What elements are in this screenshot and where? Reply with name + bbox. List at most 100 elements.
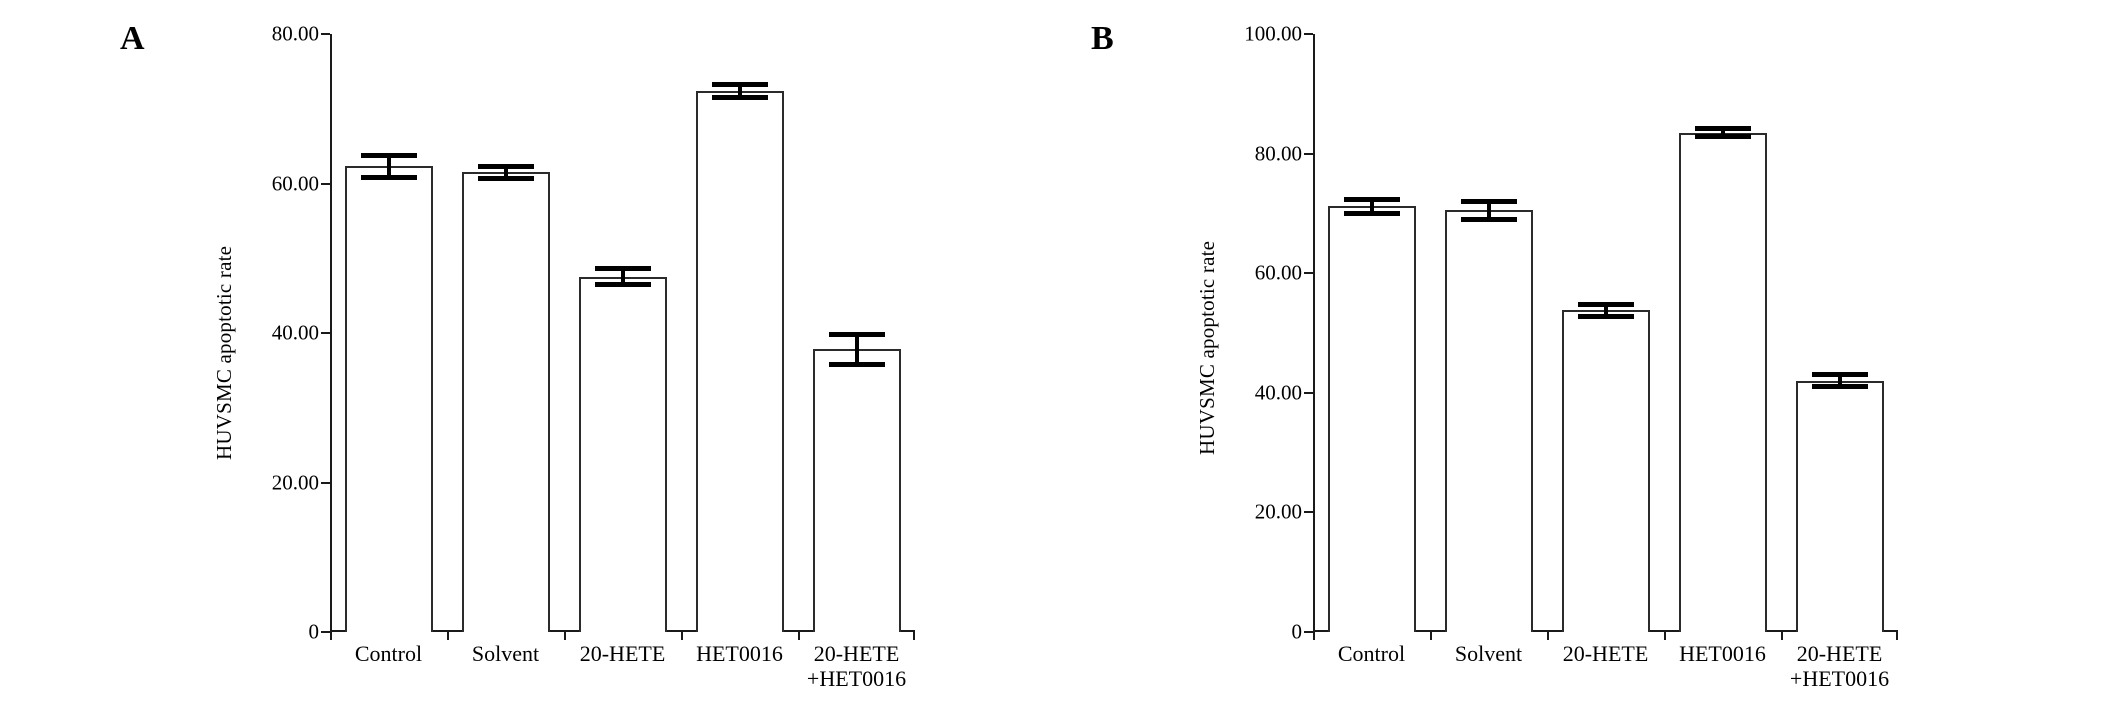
y-tick-label-a: 0 — [308, 619, 320, 644]
bar — [1678, 132, 1767, 632]
error-bar — [1811, 372, 1868, 390]
x-category-label: 20-HETE — [579, 641, 666, 666]
error-bar-cap-bottom — [711, 94, 768, 100]
error-bar-stem — [737, 81, 742, 100]
plot-area-b: 0 20.00 40.00 60.00 80.00 100.00 Control Solven… — [1244, 23, 1898, 691]
bar — [1327, 206, 1416, 632]
y-axis-title-a: HUVSMC apoptotic rate — [212, 245, 236, 460]
bar-slot — [564, 34, 681, 632]
bar-slot — [1547, 34, 1664, 632]
bar-slot — [681, 34, 798, 632]
error-bar-cap-top — [711, 81, 768, 87]
bar — [812, 349, 901, 632]
x-category-label: HET0016 — [1679, 641, 1766, 666]
bar-slot — [447, 34, 564, 632]
bar-slot — [1664, 34, 1781, 632]
error-bar-cap-bottom — [360, 174, 417, 180]
panel-b: B HUVSMC apoptotic rate 0 20.00 40.00 60.00… — [1063, 0, 2126, 701]
error-bar-cap-bottom — [828, 361, 885, 367]
panel-label-a: A — [120, 20, 145, 57]
y-tick-a — [321, 481, 330, 484]
error-bar — [1694, 126, 1751, 140]
x-category-label: HET0016 — [696, 641, 783, 666]
error-bar-cap-bottom — [1460, 216, 1517, 222]
y-tick-b — [1304, 631, 1313, 633]
error-bar-cap-top — [594, 266, 651, 272]
error-bar-cap-bottom — [594, 282, 651, 288]
x-tick-a — [798, 630, 800, 640]
panel-a: A HUVSMC apoptotic rate 0 20.00 40.00 60.00… — [120, 20, 915, 691]
y-tick-b — [1304, 272, 1313, 275]
error-bar-cap-top — [1460, 199, 1517, 205]
bar-slot — [798, 34, 915, 632]
y-tick-a — [321, 182, 330, 185]
y-tick-label-a: 80.00 — [271, 21, 319, 46]
error-bar-cap-top — [1577, 301, 1634, 307]
x-tick-a — [913, 630, 915, 640]
bar-group-a — [330, 34, 915, 632]
error-bar-cap-bottom — [1577, 313, 1634, 319]
bar — [695, 90, 784, 632]
bar-slot — [1430, 34, 1547, 632]
error-bar-stem — [503, 164, 508, 181]
x-tick-b — [1896, 630, 1898, 640]
error-bar — [1343, 196, 1400, 216]
error-bar-stem — [1837, 372, 1842, 390]
y-tick-label-a: 60.00 — [271, 171, 319, 195]
x-tick-b — [1430, 630, 1432, 640]
error-bar-stem — [854, 332, 859, 367]
x-category-label: Control — [354, 641, 423, 666]
x-category-label: Control — [1337, 641, 1406, 666]
x-category-label: 20-HETE — [1562, 641, 1649, 666]
y-tick-label-b: 0 — [1291, 619, 1303, 644]
y-tick-label-b: 40.00 — [1254, 380, 1302, 405]
y-tick-label-a: 40.00 — [271, 320, 319, 345]
error-bar-cap-top — [360, 152, 417, 158]
x-category-label: Solvent — [1454, 641, 1523, 666]
error-bar-cap-top — [828, 332, 885, 338]
x-tick-b — [1313, 630, 1315, 640]
x-tick-a — [681, 630, 683, 640]
error-bar-cap-top — [1343, 196, 1400, 202]
error-bar — [1460, 199, 1517, 222]
error-bar — [360, 152, 417, 180]
bar-group-b — [1313, 34, 1898, 632]
error-bar-cap-bottom — [1694, 134, 1751, 140]
plot-area-a: 0 20.00 40.00 60.00 80.00 Control Solvent 20-HE… — [272, 23, 915, 691]
y-tick-a — [321, 631, 330, 633]
y-axis-line-b — [1313, 34, 1315, 632]
y-tick-label-b: 20.00 — [1254, 499, 1302, 524]
error-bar — [594, 266, 651, 288]
y-tick-a — [321, 33, 330, 35]
x-category-label: 20-HETE +HET0016 — [806, 641, 907, 691]
bar — [1444, 210, 1533, 632]
error-bar — [1577, 301, 1634, 319]
panel-label-b: B — [1091, 20, 1114, 57]
error-bar-stem — [1720, 126, 1725, 140]
x-tick-a — [330, 630, 332, 640]
bar — [1795, 380, 1884, 632]
error-bar — [477, 164, 534, 181]
error-bar-stem — [620, 266, 625, 288]
bar-slot — [1313, 34, 1430, 632]
bar — [1561, 310, 1650, 632]
y-tick-label-b: 80.00 — [1254, 141, 1302, 166]
y-axis-title-b: HUVSMC apoptotic rate — [1195, 240, 1219, 455]
error-bar-cap-top — [1811, 372, 1868, 378]
error-bar-cap-top — [477, 164, 534, 170]
x-tick-b — [1781, 630, 1783, 640]
y-axis-line-a — [330, 34, 332, 632]
y-tick-b — [1304, 152, 1313, 155]
x-tick-a — [447, 630, 449, 640]
y-tick-b — [1304, 511, 1313, 514]
x-tick-b — [1547, 630, 1549, 640]
bar — [344, 166, 433, 632]
error-bar-cap-top — [1694, 126, 1751, 132]
y-tick-b — [1304, 33, 1313, 35]
error-bar — [828, 332, 885, 367]
error-bar-cap-bottom — [1343, 210, 1400, 216]
error-bar-stem — [386, 152, 391, 180]
error-bar-cap-bottom — [477, 175, 534, 181]
bar — [461, 172, 550, 632]
